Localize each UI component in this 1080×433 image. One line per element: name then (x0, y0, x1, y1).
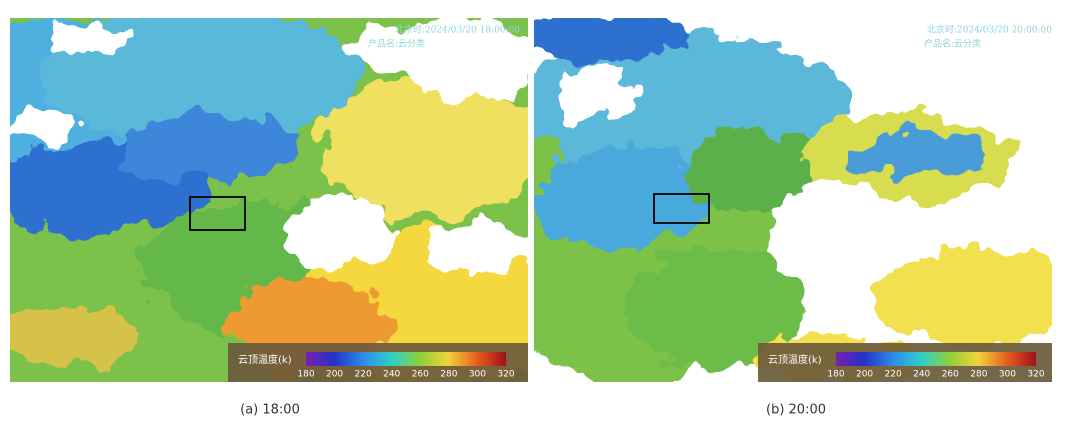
caption: (a) 18:00 (240, 403, 300, 418)
colorbar-tick-label: 280 (970, 370, 987, 380)
colorbar-tick-label: 260 (412, 370, 429, 380)
colorbar-gradient (306, 352, 506, 366)
colorbar-tick-label: 260 (942, 370, 959, 380)
colorbar-tick-label: 280 (440, 370, 457, 380)
colorbar-tick-label: 320 (1027, 370, 1044, 380)
colorbar-tick-label: 320 (497, 370, 514, 380)
colorbar-title: 云顶温度(k) (238, 353, 292, 366)
product-name: 产品名:云分类 (368, 38, 425, 50)
cloud-field (10, 18, 528, 382)
colorbar-tick-label: 220 (885, 370, 902, 380)
colorbar-tick-label: 220 (355, 370, 372, 380)
product-name: 产品名:云分类 (924, 38, 981, 50)
colorbar: 云顶温度(k) 180 200 220 240 260 280 300 320 (228, 343, 528, 382)
colorbar-tick-label: 180 (827, 370, 844, 380)
colorbar-tick-label: 200 (856, 370, 873, 380)
timestamp: 北京时:2024/03/20 18:00:00 (395, 24, 520, 36)
colorbar-gradient (836, 352, 1036, 366)
colorbar: 云顶温度(k) 180 200 220 240 260 280 300 320 (758, 343, 1052, 382)
map-panel-a: 北京时:2024/03/20 18:00:00 产品名:云分类 云顶温度(k) … (10, 18, 528, 382)
colorbar-tick-label: 240 (383, 370, 400, 380)
focus-box (653, 193, 710, 224)
colorbar-tick-label: 300 (999, 370, 1016, 380)
colorbar-tick-label: 300 (469, 370, 486, 380)
colorbar-tick-label: 240 (913, 370, 930, 380)
timestamp: 北京时:2024/03/20 20:00:00 (927, 24, 1052, 36)
colorbar-tick-label: 200 (326, 370, 343, 380)
caption: (b) 20:00 (766, 403, 826, 418)
focus-box (189, 196, 246, 231)
colorbar-title: 云顶温度(k) (768, 353, 822, 366)
map-panel-b: 北京时:2024/03/20 20:00:00 产品名:云分类 云顶温度(k) … (534, 18, 1052, 382)
colorbar-tick-label: 180 (297, 370, 314, 380)
